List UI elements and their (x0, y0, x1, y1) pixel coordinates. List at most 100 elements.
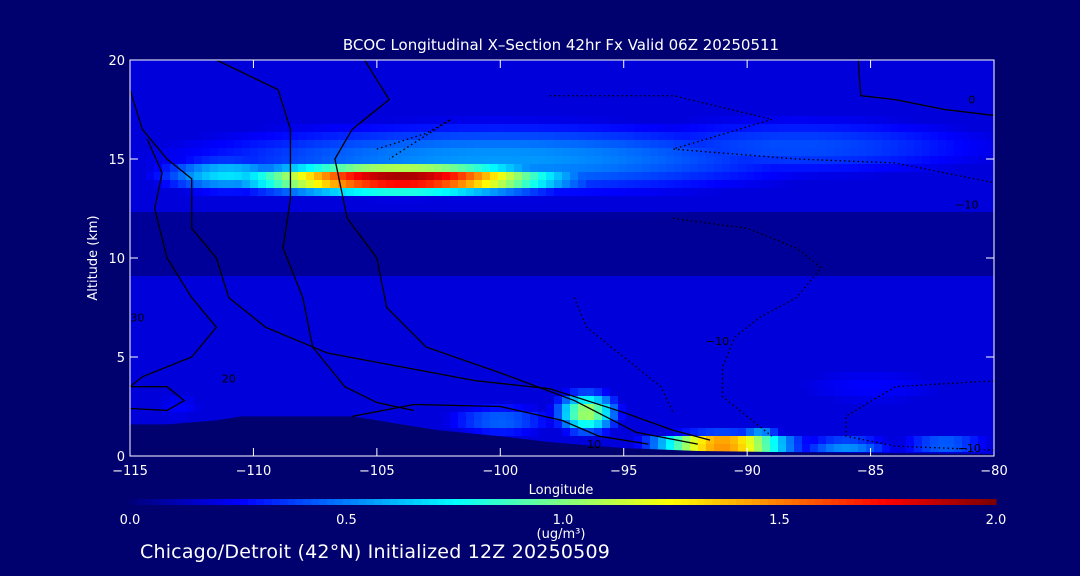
field-cell (858, 132, 867, 141)
field-cell (458, 372, 467, 381)
field-cell (210, 324, 219, 333)
field-cell (346, 356, 355, 365)
field-cell (458, 196, 467, 205)
field-cell (402, 292, 411, 301)
field-cell (698, 76, 707, 85)
field-cell (362, 292, 371, 301)
field-cell (354, 220, 363, 229)
field-cell (570, 356, 579, 365)
field-cell (930, 292, 939, 301)
field-cell (650, 164, 659, 173)
field-cell (306, 156, 315, 165)
field-cell (810, 268, 819, 277)
field-cell (818, 132, 827, 141)
field-cell (938, 356, 947, 365)
field-cell (618, 116, 627, 125)
field-cell (986, 364, 995, 373)
field-cell (770, 212, 779, 221)
field-cell (730, 284, 739, 293)
field-cell (378, 68, 387, 77)
field-cell (338, 84, 347, 93)
field-cell (666, 124, 675, 133)
field-cell (786, 324, 795, 333)
field-cell (250, 252, 259, 261)
field-cell (322, 108, 331, 117)
field-cell (794, 420, 803, 429)
field-cell (138, 188, 147, 197)
field-cell (138, 180, 147, 189)
field-cell (746, 260, 755, 269)
field-cell (362, 124, 371, 133)
field-cell (394, 108, 403, 117)
field-cell (378, 372, 387, 381)
field-cell (530, 156, 539, 165)
field-cell (522, 260, 531, 269)
field-cell (650, 396, 659, 405)
field-cell (514, 324, 523, 333)
field-cell (794, 148, 803, 157)
field-cell (866, 212, 875, 221)
field-cell (578, 172, 587, 181)
field-cell (514, 76, 523, 85)
field-cell (810, 140, 819, 149)
field-cell (882, 196, 891, 205)
field-cell (866, 108, 875, 117)
field-cell (906, 172, 915, 181)
field-cell (346, 372, 355, 381)
field-cell (970, 388, 979, 397)
field-cell (954, 412, 963, 421)
field-cell (162, 148, 171, 157)
field-cell (178, 372, 187, 381)
field-cell (746, 396, 755, 405)
field-cell (458, 180, 467, 189)
field-cell (810, 148, 819, 157)
field-cell (882, 60, 891, 69)
field-cell (178, 244, 187, 253)
field-cell (330, 308, 339, 317)
field-cell (314, 68, 323, 77)
field-cell (946, 188, 955, 197)
field-cell (714, 108, 723, 117)
field-cell (738, 60, 747, 69)
field-cell (778, 220, 787, 229)
field-cell (914, 92, 923, 101)
field-cell (666, 172, 675, 181)
field-cell (946, 300, 955, 309)
field-cell (546, 324, 555, 333)
field-cell (282, 236, 291, 245)
field-cell (218, 156, 227, 165)
field-cell (338, 132, 347, 141)
field-cell (826, 276, 835, 285)
field-cell (978, 164, 987, 173)
field-cell (802, 60, 811, 69)
field-cell (258, 284, 267, 293)
field-cell (778, 156, 787, 165)
field-cell (978, 316, 987, 325)
field-cell (762, 348, 771, 357)
field-cell (234, 76, 243, 85)
field-cell (834, 108, 843, 117)
field-cell (426, 204, 435, 213)
field-cell (898, 140, 907, 149)
field-cell (794, 356, 803, 365)
field-cell (354, 156, 363, 165)
field-cell (634, 364, 643, 373)
field-cell (194, 396, 203, 405)
field-cell (946, 404, 955, 413)
field-cell (250, 316, 259, 325)
field-cell (130, 420, 139, 429)
field-cell (234, 60, 243, 69)
field-cell (842, 60, 851, 69)
field-cell (658, 412, 667, 421)
field-cell (674, 260, 683, 269)
field-cell (882, 292, 891, 301)
field-cell (394, 188, 403, 197)
field-cell (242, 364, 251, 373)
field-cell (666, 108, 675, 117)
field-cell (386, 60, 395, 69)
field-cell (498, 308, 507, 317)
field-cell (162, 156, 171, 165)
field-cell (162, 404, 171, 413)
field-cell (402, 132, 411, 141)
field-cell (482, 236, 491, 245)
